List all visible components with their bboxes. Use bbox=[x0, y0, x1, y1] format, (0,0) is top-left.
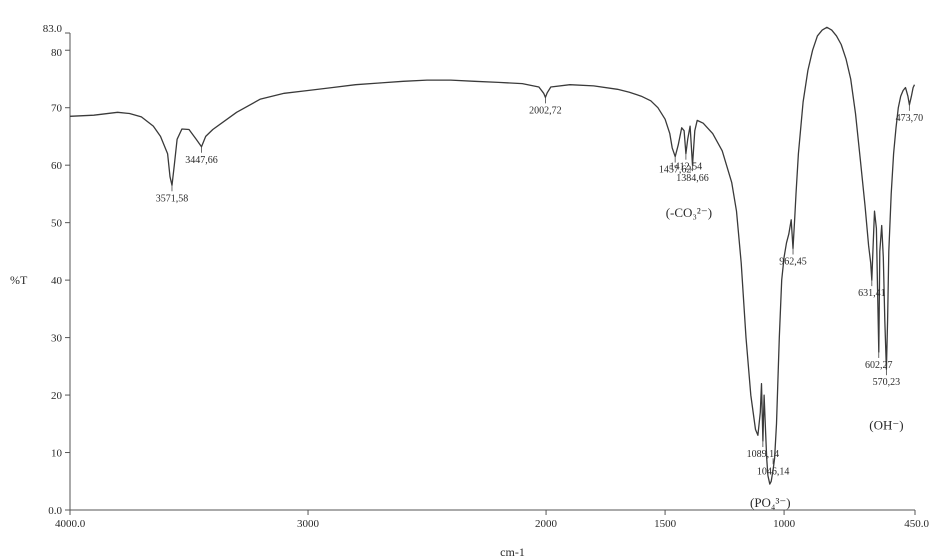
x-tick-label: 4000.0 bbox=[55, 518, 86, 530]
y-axis-title: %T bbox=[10, 273, 28, 287]
x-tick-label: 1500 bbox=[654, 518, 677, 530]
y-tick-label: 80 bbox=[51, 47, 63, 59]
group-annotation: (-CO₃²⁻) bbox=[666, 205, 712, 220]
peak-label: 1384,66 bbox=[676, 173, 709, 184]
x-tick-label: 2000 bbox=[535, 518, 558, 530]
peak-label: 3571,58 bbox=[156, 193, 189, 204]
y-tick-label: 0.0 bbox=[48, 505, 62, 517]
y-tick-label: 70 bbox=[51, 103, 63, 115]
x-tick-label: 3000 bbox=[297, 518, 320, 530]
x-axis-ticks: 4000.0 3000 2000 1500 1000 450.0 bbox=[55, 510, 930, 530]
peak-label: 1089,14 bbox=[747, 449, 780, 460]
group-annotation: (PO₄³⁻) bbox=[750, 495, 791, 510]
peak-label: 2002,72 bbox=[529, 105, 562, 116]
x-tick-label: 450.0 bbox=[904, 518, 929, 530]
plot-frame bbox=[69, 33, 915, 511]
peak-labels: 3571,58 3447,66 2002,72 1457,621412,541384,… bbox=[156, 97, 923, 477]
peak-label: 962,45 bbox=[779, 257, 807, 268]
peak-label: 1046,14 bbox=[757, 466, 790, 477]
peak-label: 473,70 bbox=[896, 113, 924, 124]
y-tick-label: 40 bbox=[51, 275, 63, 287]
peak-label: 602,27 bbox=[865, 360, 893, 371]
y-tick-label: 50 bbox=[51, 218, 63, 230]
peak-label: 3447,66 bbox=[185, 155, 218, 166]
group-annotation: (OH⁻) bbox=[869, 418, 903, 433]
spectrum-line bbox=[69, 26, 916, 485]
y-axis-ticks: 0.0 10 20 30 40 50 60 70 80 83.0 bbox=[43, 23, 70, 517]
y-tick-label: 10 bbox=[51, 448, 63, 460]
y-tick-label: 60 bbox=[51, 160, 63, 172]
x-tick-label: 1000 bbox=[773, 518, 796, 530]
y-tick-label: 83.0 bbox=[43, 23, 63, 35]
x-axis-title: cm-1 bbox=[500, 545, 525, 559]
peak-label: 570,23 bbox=[873, 377, 901, 388]
peak-label: 631,41 bbox=[858, 288, 886, 299]
peak-label: 1457,62 bbox=[659, 165, 692, 176]
functional-group-annotations: (-CO₃²⁻) (PO₄³⁻) (OH⁻) bbox=[666, 205, 904, 510]
peak-label: 1412,54 bbox=[670, 162, 703, 173]
y-tick-label: 30 bbox=[51, 333, 63, 345]
y-tick-label: 20 bbox=[51, 390, 63, 402]
